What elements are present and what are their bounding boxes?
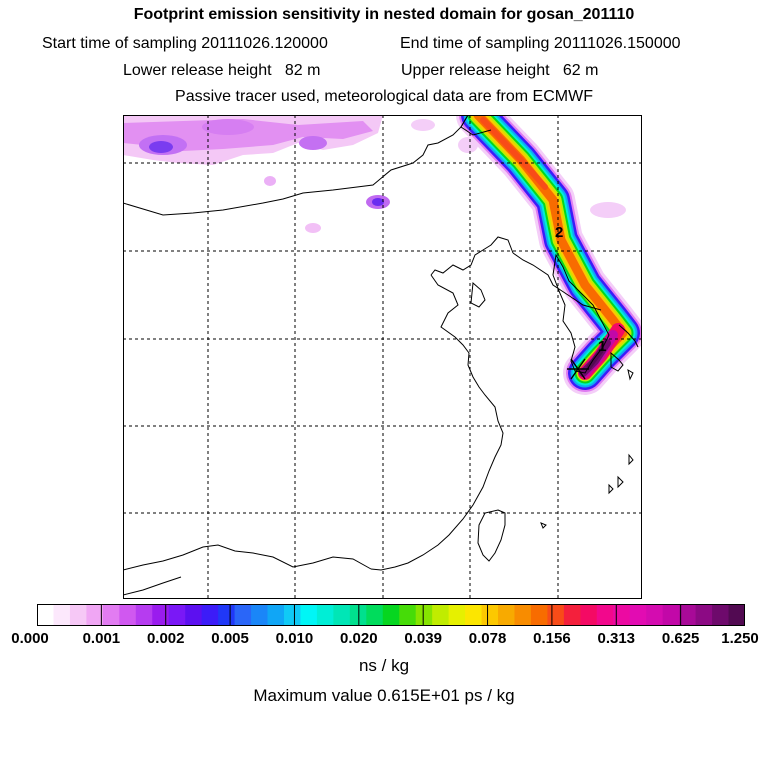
colorbar-tick-label: 1.250 — [721, 630, 759, 647]
tracer-note: Passive tracer used, meteorological data… — [175, 88, 593, 105]
maximum-value: Maximum value 0.615E+01 ps / kg — [253, 686, 515, 705]
colorbar-cell — [498, 604, 516, 626]
upper-release-height: Upper release height 62 m — [401, 62, 599, 79]
colorbar-tick-label: 0.039 — [404, 630, 442, 647]
colorbar-cell — [119, 604, 137, 626]
colorbar-cell — [712, 604, 730, 626]
colorbar-cell — [629, 604, 647, 626]
footprint-map: 1 2 — [123, 115, 642, 599]
colorbar-cell — [333, 604, 351, 626]
colorbar-cell — [234, 604, 252, 626]
colorbar-cell — [201, 604, 219, 626]
release-site-marker — [567, 358, 589, 380]
colorbar-tick-label: 0.078 — [468, 630, 507, 647]
colorbar-tick-label: 0.005 — [211, 630, 249, 647]
colorbar-tick-label: 0.625 — [661, 630, 700, 647]
colorbar-units: ns / kg — [358, 656, 410, 675]
colorbar-cell — [185, 604, 203, 626]
colorbar-cell — [695, 604, 713, 626]
colorbar-cell — [679, 604, 697, 626]
marker-2: 2 — [555, 224, 563, 241]
colorbar-tick-label: 0.001 — [82, 630, 121, 647]
colorbar — [37, 604, 745, 626]
colorbar-cell — [514, 604, 532, 626]
colorbar-cell — [366, 604, 384, 626]
colorbar-cell — [69, 604, 87, 626]
sensitivity-plume — [456, 115, 642, 395]
colorbar-cell — [448, 604, 466, 626]
colorbar-cell — [152, 604, 170, 626]
colorbar-cell — [728, 604, 745, 626]
colorbar-cell — [37, 604, 55, 626]
colorbar-cell — [580, 604, 598, 626]
colorbar-cell — [563, 604, 581, 626]
start-time: Start time of sampling 20111026.120000 — [42, 35, 328, 52]
colorbar-cell — [432, 604, 450, 626]
colorbar-cell — [53, 604, 71, 626]
colorbar-cell — [481, 604, 499, 626]
colorbar-cell — [300, 604, 318, 626]
lower-release-height: Lower release height 82 m — [123, 62, 321, 79]
colorbar-cell — [283, 604, 302, 626]
colorbar-cell — [465, 604, 483, 626]
colorbar-cell — [662, 604, 680, 626]
figure-title: Footprint emission sensitivity in nested… — [133, 6, 635, 23]
colorbar-cell — [596, 604, 614, 626]
colorbar-cell — [530, 604, 549, 626]
colorbar-tick-label: 0.020 — [340, 630, 378, 647]
colorbar-cell — [415, 604, 433, 626]
colorbar-cell — [382, 604, 400, 626]
colorbar-cell — [646, 604, 664, 626]
colorbar-cell — [251, 604, 269, 626]
colorbar-cell — [316, 604, 334, 626]
colorbar-cell — [168, 604, 186, 626]
colorbar-tick-label: 0.156 — [533, 630, 571, 647]
low-sensitivity-patches — [123, 115, 626, 233]
colorbar-cell — [218, 604, 236, 626]
colorbar-tick-label: 0.000 — [11, 630, 49, 647]
colorbar-tick-label: 0.002 — [146, 630, 185, 647]
colorbar-cell — [102, 604, 120, 626]
end-time: End time of sampling 20111026.150000 — [400, 35, 681, 52]
colorbar-cell — [267, 604, 285, 626]
coastlines — [123, 115, 639, 596]
colorbar-tick-label: 0.010 — [275, 630, 314, 647]
colorbar-cell — [135, 604, 153, 626]
colorbar-tick-label: 0.313 — [597, 630, 636, 647]
colorbar-cell — [399, 604, 417, 626]
graticule — [123, 115, 642, 599]
colorbar-cell — [613, 604, 631, 626]
colorbar-cell — [547, 604, 565, 626]
colorbar-cell — [86, 604, 104, 626]
marker-1: 1 — [598, 338, 606, 355]
